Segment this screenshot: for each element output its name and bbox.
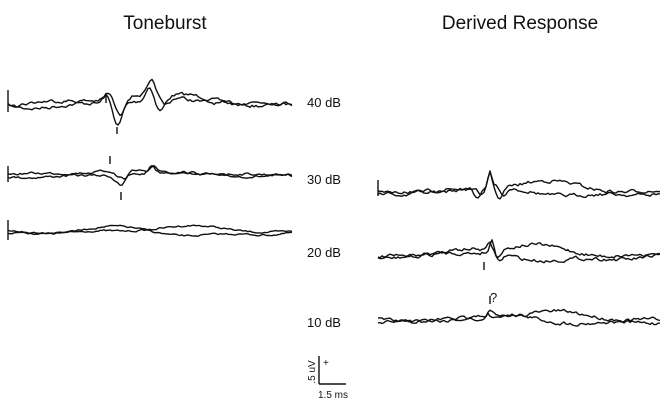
waveform <box>7 164 293 180</box>
level-label: 20 dB <box>307 245 341 260</box>
level-label: 30 dB <box>307 172 341 187</box>
waveform <box>7 87 293 126</box>
level-label: 10 dB <box>307 315 341 330</box>
waveform <box>7 224 293 238</box>
scale-amplitude: .5 uV <box>307 360 318 384</box>
waveform <box>378 308 660 324</box>
waveform <box>377 309 660 327</box>
annotation: ? <box>490 290 497 305</box>
scale-time: 1.5 ms <box>318 390 348 401</box>
scale-polarity: + <box>323 358 329 369</box>
waveform <box>7 164 293 186</box>
waveform <box>377 241 660 264</box>
level-label: 40 dB <box>307 95 341 110</box>
panel-title: Toneburst <box>123 13 207 34</box>
waveform <box>377 170 660 199</box>
waveform <box>7 78 293 117</box>
scale-bar: + .5 uV 1.5 ms <box>307 356 348 401</box>
panel-title: Derived Response <box>442 13 598 34</box>
waveform <box>377 170 660 200</box>
waveforms <box>7 78 660 327</box>
